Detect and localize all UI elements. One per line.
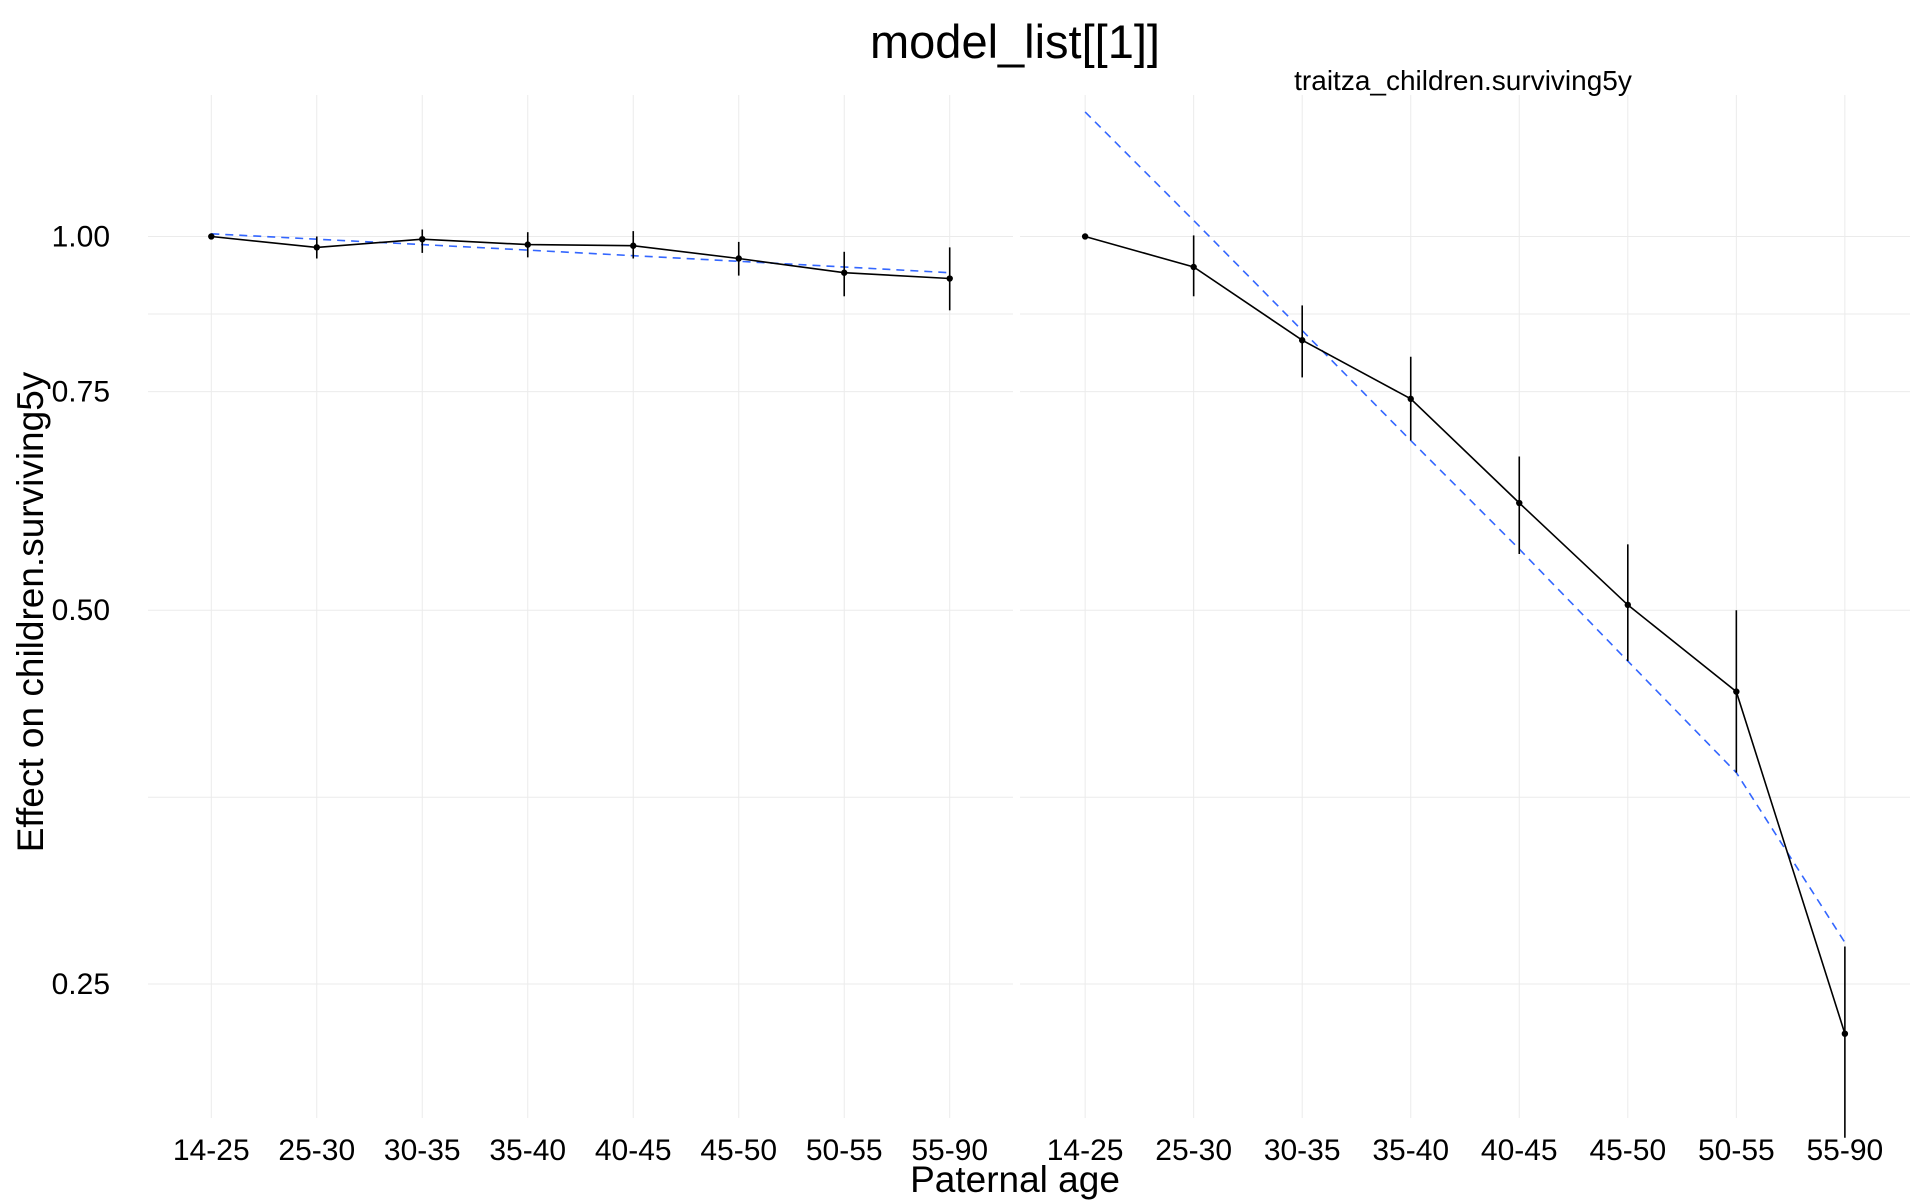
point-layer bbox=[208, 233, 1849, 1037]
data-point bbox=[1841, 1030, 1849, 1037]
estimate-line-panel-1 bbox=[211, 235, 950, 280]
estimate-line-panel-2 bbox=[1084, 235, 1846, 1034]
x-tick-label: 55-90 bbox=[911, 1134, 988, 1167]
x-tick-label: 55-90 bbox=[1807, 1134, 1884, 1167]
x-tick-label: 25-30 bbox=[278, 1134, 355, 1167]
x-tick-label: 35-40 bbox=[1372, 1134, 1449, 1167]
data-point bbox=[1733, 688, 1740, 695]
estimate-layer bbox=[211, 235, 1846, 1034]
data-point bbox=[1516, 499, 1523, 507]
data-point bbox=[1407, 395, 1414, 403]
data-point bbox=[946, 275, 953, 282]
data-point bbox=[524, 241, 531, 248]
x-tick-label: 14-25 bbox=[173, 1134, 250, 1167]
data-point bbox=[419, 235, 426, 243]
x-tick-label: 50-55 bbox=[806, 1134, 883, 1167]
x-axis-title: Paternal age bbox=[910, 1159, 1120, 1200]
grid-layer bbox=[148, 95, 1910, 1118]
x-tick-label: 30-35 bbox=[384, 1134, 461, 1167]
x-tick-label: 50-55 bbox=[1698, 1134, 1775, 1167]
y-axis-title: Effect on children.surviving5y bbox=[10, 371, 51, 852]
text-layer: model_list[[1]] Paternal age Effect on c… bbox=[10, 15, 1883, 1200]
x-tick-label: 35-40 bbox=[489, 1134, 566, 1167]
y-tick-label: 0.50 bbox=[52, 594, 110, 627]
data-point bbox=[1190, 263, 1197, 271]
data-point bbox=[208, 233, 215, 240]
y-tick-label: 0.25 bbox=[52, 968, 110, 1001]
data-point bbox=[1081, 233, 1089, 240]
data-point bbox=[841, 269, 848, 276]
fit-layer bbox=[211, 111, 1846, 943]
error-bar-layer bbox=[315, 229, 1846, 1138]
x-tick-label: 45-50 bbox=[700, 1134, 777, 1167]
chart-title: model_list[[1]] bbox=[870, 15, 1160, 68]
x-tick-label: 40-45 bbox=[595, 1134, 672, 1167]
y-tick-label: 0.75 bbox=[52, 376, 110, 409]
data-point bbox=[630, 242, 637, 249]
x-tick-label: 25-30 bbox=[1155, 1134, 1232, 1167]
x-tick-label: 45-50 bbox=[1589, 1134, 1666, 1167]
data-point bbox=[1624, 601, 1632, 609]
panel-strip-label-right: traitza_children.surviving5y bbox=[1294, 65, 1632, 96]
fit-line-panel-1 bbox=[211, 233, 950, 274]
x-tick-label: 40-45 bbox=[1481, 1134, 1558, 1167]
x-tick-label: 30-35 bbox=[1264, 1134, 1341, 1167]
y-tick-label: 1.00 bbox=[52, 220, 110, 253]
x-tick-label: 14-25 bbox=[1047, 1134, 1124, 1167]
fit-line-panel-2 bbox=[1084, 111, 1846, 943]
data-point bbox=[1298, 337, 1306, 344]
data-point bbox=[735, 255, 742, 262]
data-point bbox=[313, 244, 320, 251]
